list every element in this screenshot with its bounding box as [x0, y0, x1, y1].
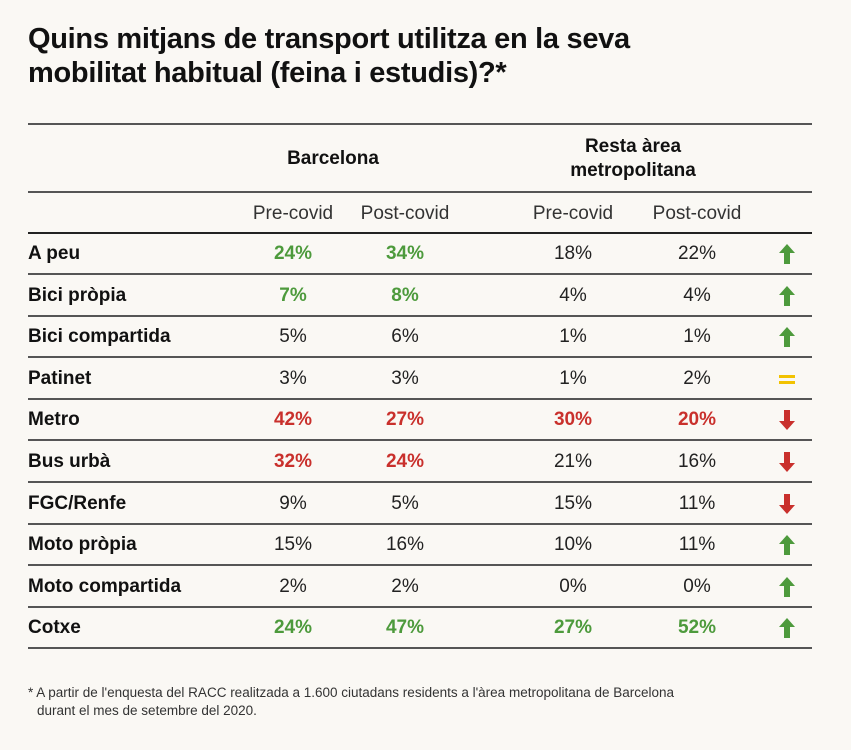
- table-row: A peu 24% 34% 18% 22%: [28, 233, 812, 275]
- value-cell: 30%: [553, 409, 593, 431]
- table-row: Patinet 3% 3% 1% 2%: [28, 358, 812, 400]
- row-label: Bici compartida: [28, 326, 171, 348]
- value-cell: 24%: [385, 451, 425, 472]
- arrow-up-icon: [778, 576, 796, 598]
- value-cell: 4%: [559, 284, 587, 306]
- table-row: Bus urbà 32% 24% 21% 16%: [28, 441, 812, 483]
- value-cell: 1%: [683, 326, 711, 348]
- group-header-resta-line2: metropolitana: [570, 160, 696, 181]
- divider: [28, 273, 812, 275]
- value-cell: 24%: [273, 243, 313, 264]
- divider: [28, 564, 812, 567]
- value-cell: 0%: [683, 575, 711, 597]
- group-header-resta: Resta àrea metropolitana: [533, 135, 733, 183]
- value-cell: 2%: [391, 575, 419, 597]
- value-cell: 21%: [553, 451, 593, 472]
- value-cell: 20%: [677, 409, 717, 431]
- value-cell: 27%: [385, 409, 425, 431]
- value-cell: 4%: [683, 284, 711, 306]
- value-cell: 11%: [678, 534, 716, 556]
- arrow-down-icon: [778, 493, 796, 515]
- divider: [28, 397, 812, 400]
- footnote: * A partir de l'enquesta del RACC realit…: [28, 684, 818, 720]
- divider: [28, 481, 812, 483]
- subheader-bcn-post: Post-covid: [360, 203, 450, 224]
- value-cell: 15%: [553, 492, 593, 514]
- divider: [28, 647, 812, 650]
- value-cell: 2%: [279, 575, 307, 597]
- table-row: Metro 42% 27% 30% 20%: [28, 399, 812, 442]
- value-cell: 5%: [279, 326, 307, 348]
- value-cell: 1%: [559, 326, 587, 348]
- group-header-barcelona: Barcelona: [287, 148, 379, 169]
- page-title: Quins mitjans de transport utilitza en l…: [28, 23, 630, 89]
- divider: [28, 522, 812, 525]
- group-header-resta-line1: Resta àrea: [584, 136, 682, 157]
- footnote-line2: durant el mes de setembre del 2020.: [37, 703, 257, 718]
- value-cell: 3%: [391, 367, 419, 389]
- value-cell: 47%: [385, 617, 425, 639]
- row-label: Patinet: [28, 367, 92, 389]
- row-label: Moto pròpia: [28, 534, 137, 556]
- value-cell: 0%: [559, 575, 587, 597]
- arrow-up-icon: [778, 617, 796, 639]
- divider: [28, 605, 812, 608]
- value-cell: 32%: [273, 451, 313, 472]
- row-label: Metro: [28, 409, 80, 431]
- value-cell: 5%: [391, 492, 419, 514]
- value-cell: 18%: [553, 243, 593, 264]
- value-cell: 15%: [273, 534, 313, 556]
- divider: [28, 232, 812, 234]
- value-cell: 8%: [391, 284, 419, 306]
- subheader-bcn-pre: Pre-covid: [252, 203, 334, 224]
- row-label: Bici pròpia: [28, 284, 127, 306]
- row-label: Bus urbà: [28, 451, 111, 472]
- row-label: Cotxe: [28, 617, 81, 639]
- subheader-amb-post: Post-covid: [652, 203, 742, 224]
- row-label: A peu: [28, 243, 81, 264]
- arrow-down-icon: [778, 451, 796, 473]
- value-cell: 2%: [683, 367, 711, 389]
- row-label: Moto compartida: [28, 575, 182, 597]
- value-cell: 11%: [678, 492, 716, 514]
- divider: [28, 314, 812, 317]
- value-cell: 52%: [677, 617, 717, 639]
- table-row: Bici compartida 5% 6% 1% 1%: [28, 316, 812, 359]
- value-cell: 1%: [559, 367, 587, 389]
- value-cell: 16%: [385, 534, 425, 556]
- divider: [28, 123, 812, 125]
- table-row: FGC/Renfe 9% 5% 15% 11%: [28, 483, 812, 525]
- value-cell: 24%: [273, 617, 313, 639]
- table-row: Moto compartida 2% 2% 0% 0%: [28, 566, 812, 608]
- table-row: Moto pròpia 15% 16% 10% 11%: [28, 524, 812, 567]
- footnote-line1: * A partir de l'enquesta del RACC realit…: [28, 685, 675, 700]
- table-row: Bici pròpia 7% 8% 4% 4%: [28, 275, 812, 317]
- value-cell: 6%: [391, 326, 419, 348]
- value-cell: 16%: [677, 451, 717, 472]
- arrow-up-icon: [778, 285, 796, 307]
- value-cell: 3%: [279, 367, 307, 389]
- subheader-amb-pre: Pre-covid: [532, 203, 614, 224]
- arrow-up-icon: [778, 243, 796, 265]
- equals-icon: [778, 368, 796, 390]
- value-cell: 42%: [273, 409, 313, 431]
- value-cell: 10%: [553, 534, 593, 556]
- divider: [28, 439, 812, 442]
- value-cell: 9%: [279, 492, 307, 514]
- divider: [28, 356, 812, 359]
- row-label: FGC/Renfe: [28, 492, 127, 514]
- value-cell: 27%: [553, 617, 593, 639]
- value-cell: 34%: [385, 243, 425, 264]
- table-row: Cotxe 24% 47% 27% 52%: [28, 607, 812, 650]
- value-cell: 22%: [677, 243, 717, 264]
- arrow-up-icon: [778, 534, 796, 556]
- arrow-up-icon: [778, 326, 796, 348]
- arrow-down-icon: [778, 409, 796, 431]
- value-cell: 7%: [279, 284, 307, 306]
- divider: [28, 191, 812, 193]
